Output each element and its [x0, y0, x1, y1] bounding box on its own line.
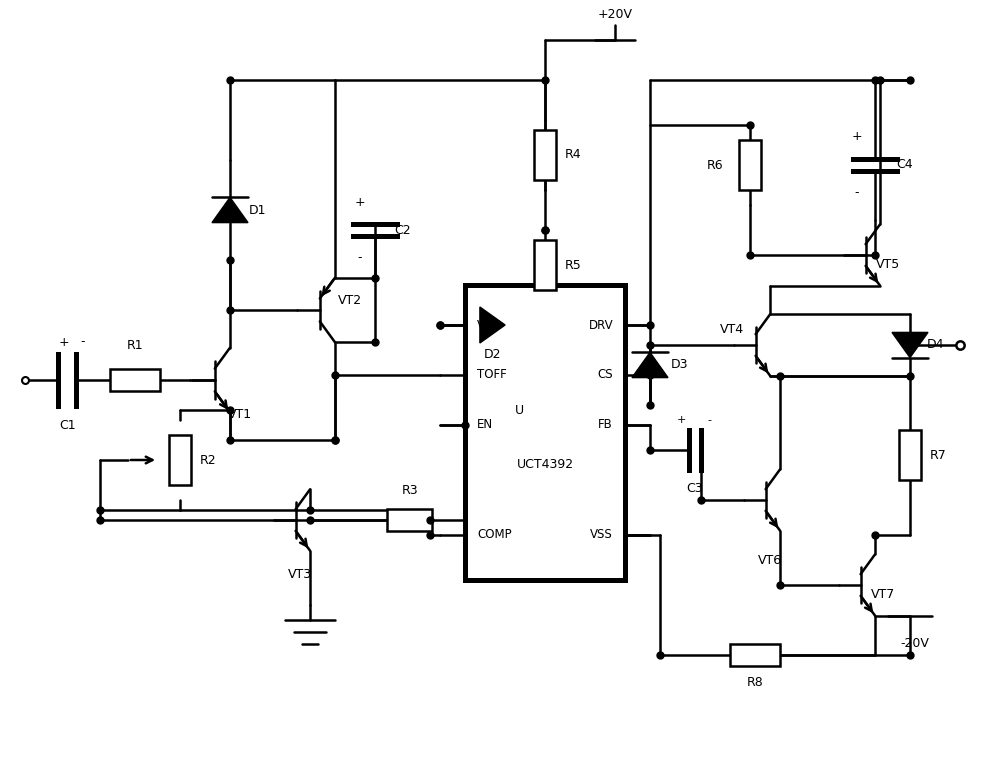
Text: +: +: [59, 335, 69, 349]
Text: FB: FB: [598, 419, 613, 432]
Text: R1: R1: [127, 338, 143, 352]
Bar: [739, 140, 761, 190]
Bar: [169, 435, 191, 485]
Bar: [387, 509, 432, 531]
Text: VT5: VT5: [876, 258, 900, 271]
Bar: [730, 644, 780, 666]
Text: VT3: VT3: [288, 568, 312, 581]
Text: EN: EN: [477, 419, 493, 432]
Text: +: +: [852, 131, 862, 144]
Text: R7: R7: [930, 449, 946, 462]
Text: D3: D3: [671, 359, 689, 372]
Text: R8: R8: [747, 676, 763, 689]
Text: R6: R6: [707, 159, 723, 172]
Text: +: +: [355, 195, 365, 208]
Text: +: +: [676, 415, 686, 425]
Text: C4: C4: [897, 159, 913, 172]
Text: COMP: COMP: [477, 528, 512, 541]
Text: D2: D2: [484, 349, 501, 362]
Bar: [465, 285, 625, 580]
Bar: [534, 130, 556, 180]
Text: +20V: +20V: [598, 8, 633, 21]
Polygon shape: [480, 307, 505, 343]
Text: VSS: VSS: [590, 528, 613, 541]
Text: R5: R5: [565, 258, 581, 271]
Polygon shape: [632, 353, 668, 378]
Text: CS: CS: [597, 369, 613, 382]
Polygon shape: [212, 198, 248, 223]
Text: -: -: [707, 415, 711, 425]
Text: R3: R3: [402, 483, 418, 496]
Text: VDD: VDD: [477, 318, 503, 331]
Text: C3: C3: [687, 482, 703, 495]
Text: UCT4392: UCT4392: [516, 458, 574, 471]
Text: R2: R2: [200, 454, 216, 467]
Text: -: -: [855, 186, 859, 200]
Text: D1: D1: [249, 204, 267, 217]
Text: DRV: DRV: [588, 318, 613, 331]
Text: D4: D4: [926, 338, 944, 351]
Text: -: -: [81, 335, 85, 349]
Text: C1: C1: [60, 419, 76, 432]
Bar: [899, 430, 921, 480]
Text: VT4: VT4: [720, 324, 744, 337]
Text: VT1: VT1: [228, 409, 252, 422]
Bar: [110, 369, 160, 391]
Text: R4: R4: [565, 148, 581, 161]
Text: TOFF: TOFF: [477, 369, 507, 382]
Text: -20V: -20V: [901, 637, 929, 650]
Polygon shape: [892, 332, 928, 358]
Bar: [534, 240, 556, 290]
Text: VT7: VT7: [871, 588, 895, 601]
Text: VT2: VT2: [338, 293, 362, 306]
Text: VT6: VT6: [758, 553, 782, 566]
Text: -: -: [358, 252, 362, 264]
Text: U: U: [515, 404, 524, 416]
Text: C2: C2: [395, 223, 411, 236]
